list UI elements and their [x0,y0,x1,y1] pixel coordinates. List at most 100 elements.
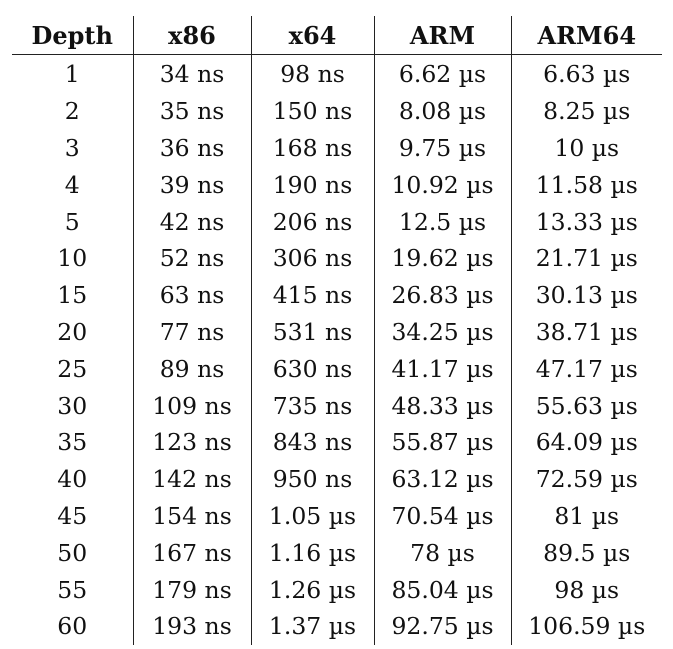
depth-cell: 2 [64,97,80,126]
header-depth: Depth [12,16,133,55]
depth-cell: 15 [57,281,88,310]
arm-cell: 34.25 µs [373,313,511,351]
x64-cell: 630 ns [250,350,374,388]
table-row: 55 179 ns 1.26 µs 85.04 µs 98 µs [12,571,662,608]
header-row: Depth x86 x64 ARM ARM64 [12,16,662,55]
depth-cell: 20 [57,317,88,346]
depth-cell: 10 [57,244,88,273]
timing-table-container: Depth x86 x64 ARM ARM64 1 34 ns 98 ns 6.62 … [12,16,662,645]
arm-cell: 78 µs [373,534,511,572]
depth-cell: 3 [64,133,80,162]
table-row: 5 42 ns 206 ns 12.5 µs 13.33 µs [12,203,662,240]
arm-cell: 10.92 µs [373,166,511,204]
table-row: 4 39 ns 190 ns 10.92 µs 11.58 µs [12,166,662,204]
depth-cell: 4 [64,170,80,199]
arm64-cell: 38.71 µs [510,313,662,351]
arm64-cell: 8.25 µs [510,92,662,130]
x64-cell: 190 ns [250,166,374,204]
x64-cell: 531 ns [250,313,374,351]
depth-cell: 55 [57,575,88,604]
depth-cell: 5 [64,207,80,236]
x86-cell: 42 ns [132,203,251,240]
x64-cell: 1.37 µs [250,607,374,645]
arm64-cell: 11.58 µs [510,166,662,204]
arm-cell: 85.04 µs [373,571,511,608]
arm-cell: 9.75 µs [373,129,511,167]
arm-cell: 6.62 µs [373,54,511,93]
x86-cell: 35 ns [132,92,251,130]
x86-cell: 109 ns [132,387,251,424]
header-arm64: ARM64 [510,16,662,55]
x86-cell: 77 ns [132,313,251,351]
arm-cell: 8.08 µs [373,92,511,130]
arm-cell: 19.62 µs [373,239,511,277]
arm-cell: 63.12 µs [373,460,511,498]
x64-cell: 150 ns [250,92,374,130]
arm64-cell: 64.09 µs [510,423,662,461]
x86-cell: 89 ns [132,350,251,388]
x64-cell: 1.16 µs [250,534,374,572]
x64-cell: 168 ns [250,129,374,167]
x86-cell: 179 ns [132,571,251,608]
x64-cell: 950 ns [250,460,374,498]
arm64-cell: 21.71 µs [510,239,662,277]
arm64-cell: 6.63 µs [510,54,662,93]
x64-cell: 735 ns [250,387,374,424]
x64-cell: 98 ns [250,54,374,93]
x86-cell: 52 ns [132,239,251,277]
table-row: 30 109 ns 735 ns 48.33 µs 55.63 µs [12,387,662,424]
x64-cell: 306 ns [250,239,374,277]
arm64-cell: 13.33 µs [510,203,662,240]
arm64-cell: 98 µs [510,571,662,608]
x86-cell: 39 ns [132,166,251,204]
table-row: 25 89 ns 630 ns 41.17 µs 47.17 µs [12,350,662,388]
arm-cell: 26.83 µs [373,276,511,314]
arm-cell: 12.5 µs [373,203,511,240]
table-row: 1 34 ns 98 ns 6.62 µs 6.63 µs [12,54,662,93]
table-row: 15 63 ns 415 ns 26.83 µs 30.13 µs [12,276,662,314]
arm64-cell: 30.13 µs [510,276,662,314]
depth-cell: 50 [57,538,88,567]
x86-cell: 36 ns [132,129,251,167]
x86-cell: 154 ns [132,497,251,535]
header-arm: ARM [373,16,511,55]
table-row: 45 154 ns 1.05 µs 70.54 µs 81 µs [12,497,662,535]
arm64-cell: 72.59 µs [510,460,662,498]
x86-cell: 123 ns [132,423,251,461]
x86-cell: 63 ns [132,276,251,314]
arm64-cell: 55.63 µs [510,387,662,424]
x64-cell: 206 ns [250,203,374,240]
depth-cell: 25 [57,354,88,383]
x64-cell: 1.05 µs [250,497,374,535]
depth-cell: 1 [64,60,80,89]
x86-cell: 193 ns [132,607,251,645]
arm64-cell: 89.5 µs [510,534,662,572]
table-row: 2 35 ns 150 ns 8.08 µs 8.25 µs [12,92,662,130]
depth-cell: 35 [57,428,88,457]
arm-cell: 41.17 µs [373,350,511,388]
arm-cell: 70.54 µs [373,497,511,535]
header-x64: x64 [250,16,374,55]
table-row: 60 193 ns 1.37 µs 92.75 µs 106.59 µs [12,607,662,645]
table-body: 1 34 ns 98 ns 6.62 µs 6.63 µs 2 35 ns 150 ns 8.0… [12,54,662,645]
arm64-cell: 10 µs [510,129,662,167]
table-row: 10 52 ns 306 ns 19.62 µs 21.71 µs [12,239,662,277]
table-row: 35 123 ns 843 ns 55.87 µs 64.09 µs [12,423,662,461]
timing-table: Depth x86 x64 ARM ARM64 1 34 ns 98 ns 6.62 … [12,16,662,645]
header-x86: x86 [132,16,251,55]
arm-cell: 92.75 µs [373,607,511,645]
arm64-cell: 81 µs [510,497,662,535]
table-row: 3 36 ns 168 ns 9.75 µs 10 µs [12,129,662,167]
arm-cell: 55.87 µs [373,423,511,461]
x86-cell: 34 ns [132,54,251,93]
depth-cell: 30 [57,391,88,420]
x64-cell: 843 ns [250,423,374,461]
table-row: 50 167 ns 1.16 µs 78 µs 89.5 µs [12,534,662,572]
x64-cell: 1.26 µs [250,571,374,608]
x86-cell: 142 ns [132,460,251,498]
arm-cell: 48.33 µs [373,387,511,424]
x86-cell: 167 ns [132,534,251,572]
depth-cell: 40 [57,465,88,494]
x64-cell: 415 ns [250,276,374,314]
arm64-cell: 47.17 µs [510,350,662,388]
